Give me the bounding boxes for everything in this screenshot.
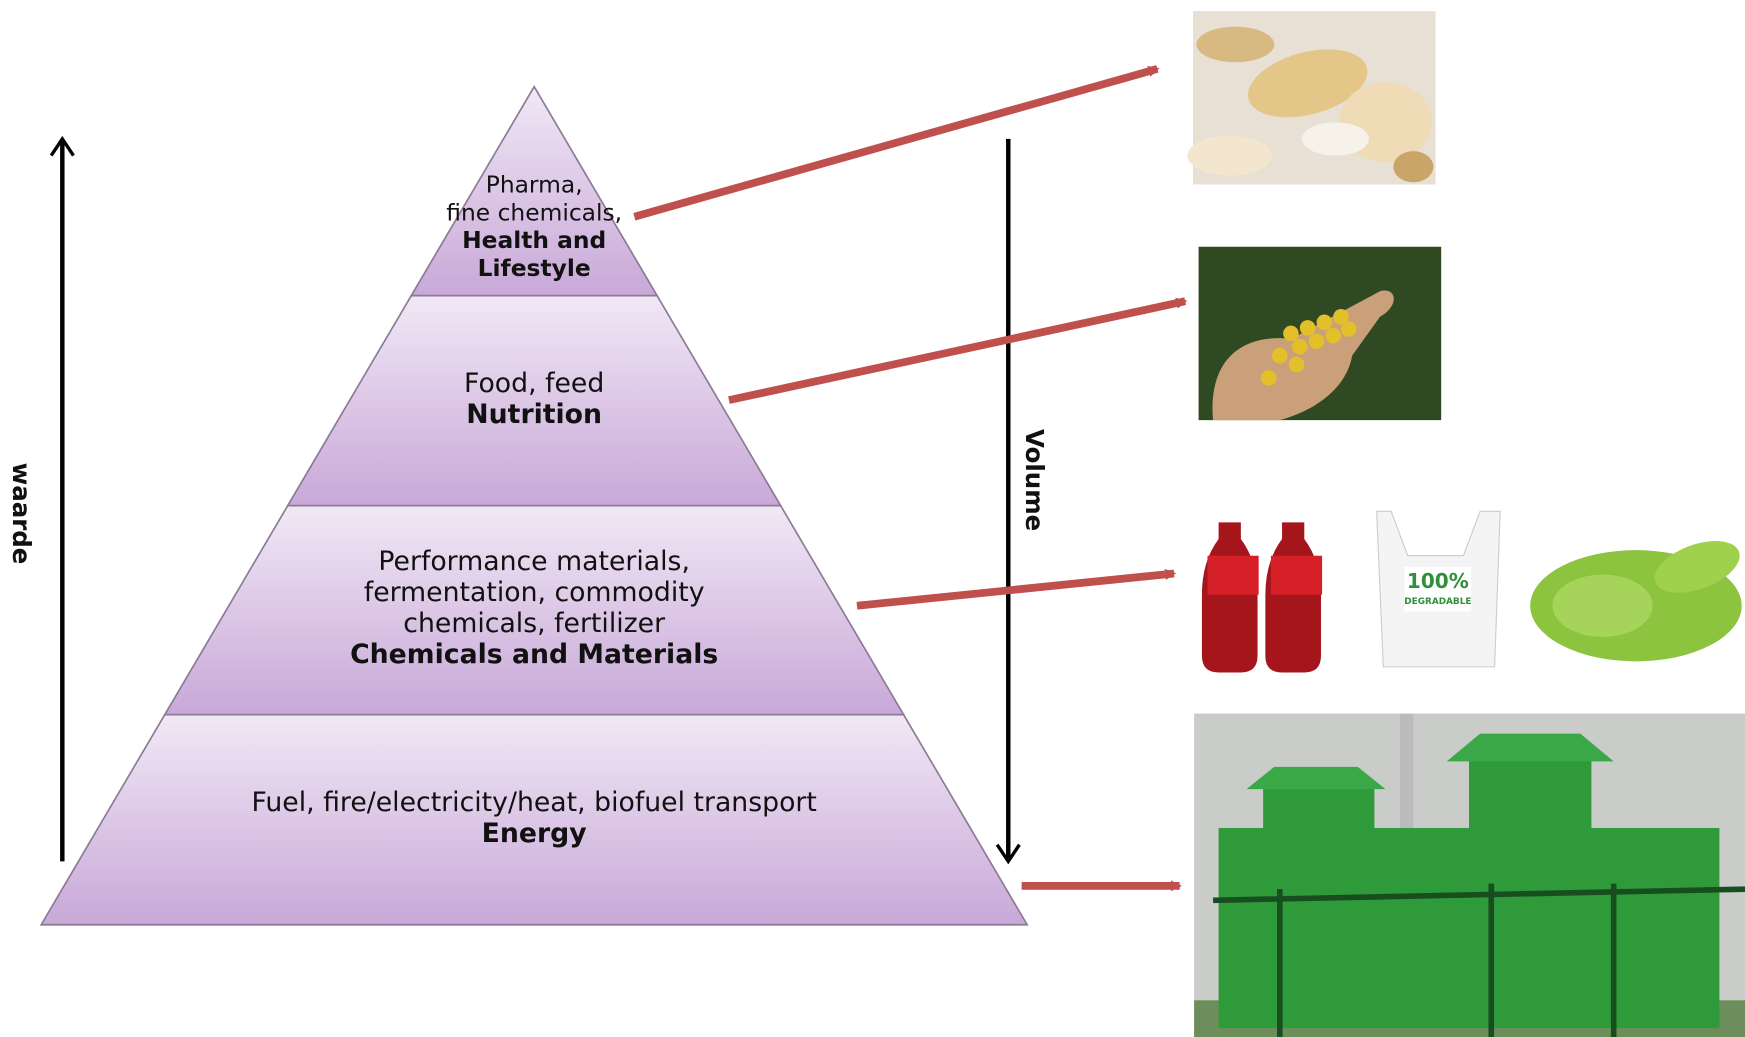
connector-arrow <box>634 69 1157 217</box>
level-description: Pharma, <box>486 171 583 199</box>
level-category: Chemicals and Materials <box>350 639 718 670</box>
pyramid: Pharma,fine chemicals,Health andLifestyl… <box>41 87 1027 925</box>
level-category: Health and <box>462 226 606 254</box>
volume-label: Volume <box>1020 429 1049 531</box>
level-category: Nutrition <box>466 399 602 430</box>
pills-image <box>1187 11 1435 184</box>
bag-label: 100% <box>1407 569 1469 593</box>
connector-arrow <box>857 574 1174 606</box>
level-description: fine chemicals, <box>446 198 622 226</box>
value-label: waarde <box>7 463 36 565</box>
bag-label: DEGRADABLE <box>1404 597 1471 607</box>
level-description: chemicals, fertilizer <box>403 608 665 639</box>
level-description: Food, feed <box>464 368 604 399</box>
building-image <box>1194 714 1745 1037</box>
level-description: Fuel, fire/electricity/heat, biofuel tra… <box>251 787 816 818</box>
level-category: Lifestyle <box>478 254 591 282</box>
level-category: Energy <box>482 818 587 849</box>
corn-image <box>1199 247 1442 420</box>
connector-arrow <box>729 301 1185 400</box>
level-description: Performance materials, <box>378 546 690 577</box>
materials-image: 100% DEGRADABLE <box>1202 511 1745 672</box>
page: Pharma,fine chemicals,Health andLifestyl… <box>0 0 1745 1037</box>
level-description: fermentation, commodity <box>364 577 705 608</box>
